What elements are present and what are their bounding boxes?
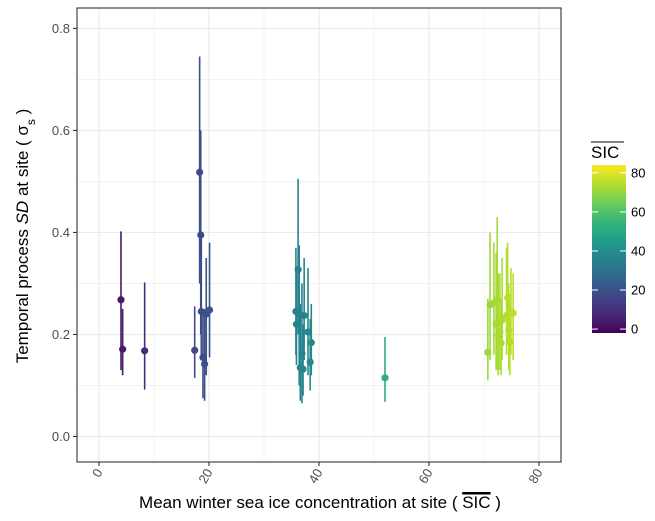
x-axis-title: Mean winter sea ice concentration at sit… xyxy=(139,493,501,512)
y-axis-title: Temporal process SD at site ( σs ) xyxy=(13,109,38,364)
data-point xyxy=(498,316,506,324)
data-point xyxy=(304,328,312,336)
plot-panel xyxy=(76,7,562,463)
data-point xyxy=(197,231,205,239)
x-axis: 0 20 40 60 80 xyxy=(89,462,546,486)
y-tick-label: 0.6 xyxy=(52,123,70,138)
data-point xyxy=(191,346,199,354)
data-marks xyxy=(117,56,517,404)
colorbar-tick-label: 60 xyxy=(631,204,645,219)
data-point xyxy=(506,338,514,346)
colorbar-legend: SIC 0 20 40 60 80 xyxy=(591,141,645,337)
x-tick-label: 60 xyxy=(415,466,435,486)
y-tick-label: 0.4 xyxy=(52,225,70,240)
data-point xyxy=(497,339,505,347)
data-point xyxy=(294,266,302,274)
data-point xyxy=(492,320,500,328)
data-point xyxy=(381,374,389,382)
data-point xyxy=(117,296,125,304)
data-point xyxy=(504,294,512,302)
colorbar-tick-label: 80 xyxy=(631,165,645,180)
x-tick-label: 20 xyxy=(195,466,215,486)
data-point xyxy=(196,168,204,176)
data-point xyxy=(119,345,127,353)
data-point xyxy=(299,365,307,373)
data-point xyxy=(306,358,314,366)
y-tick-label: 0.8 xyxy=(52,21,70,36)
grid-lines xyxy=(77,8,561,462)
colorbar-tick-label: 0 xyxy=(631,322,638,337)
data-point xyxy=(484,348,492,356)
data-point xyxy=(199,353,207,362)
data-point xyxy=(505,326,513,334)
legend-title: SIC xyxy=(591,143,619,162)
y-tick-label: 0.2 xyxy=(52,327,70,342)
colorbar-tick-label: 40 xyxy=(631,243,645,258)
data-point xyxy=(496,328,504,336)
x-tick-label: 80 xyxy=(525,466,545,486)
data-point xyxy=(298,349,306,357)
data-point xyxy=(141,347,149,355)
colorbar xyxy=(592,165,626,333)
colorbar-tick-label: 20 xyxy=(631,283,645,298)
data-point xyxy=(307,339,315,347)
data-point xyxy=(300,311,308,320)
colorbar-ticks: 0 20 40 60 80 xyxy=(592,165,645,337)
data-point xyxy=(201,360,209,368)
data-point xyxy=(493,296,501,304)
y-tick-label: 0.0 xyxy=(52,429,70,444)
x-tick-label: 40 xyxy=(305,466,325,486)
data-point xyxy=(292,320,301,328)
y-axis: 0.0 0.2 0.4 0.6 0.8 xyxy=(52,21,77,444)
data-point xyxy=(509,309,517,317)
data-point xyxy=(205,306,214,314)
